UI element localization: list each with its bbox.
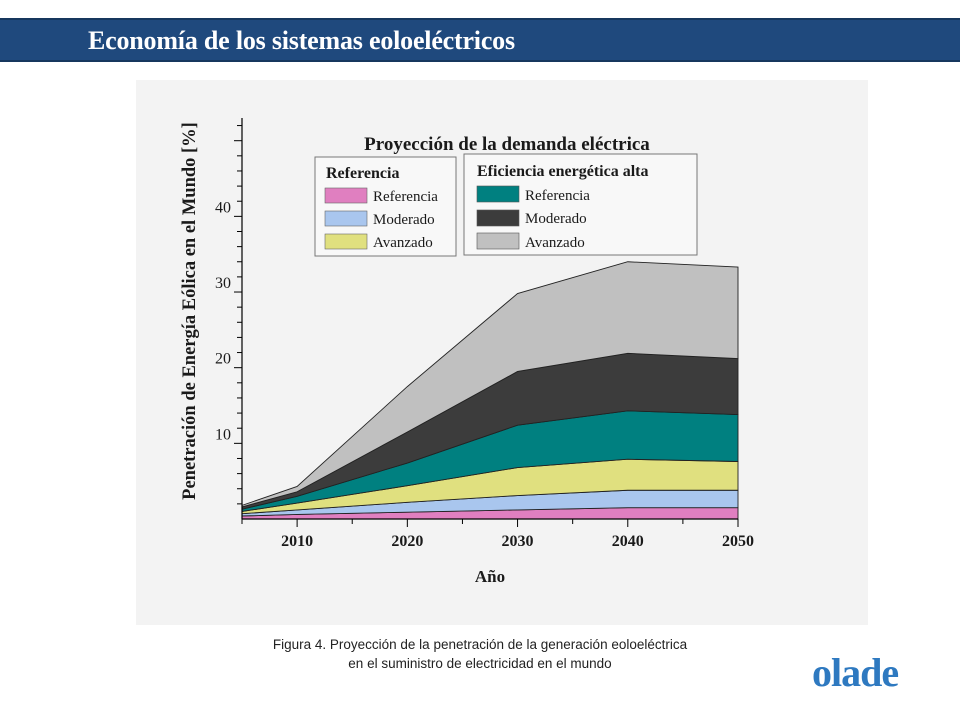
x-tick-label: 2030	[502, 533, 534, 550]
legend-label-ref-referencia: Referencia	[373, 189, 438, 205]
figure-caption-line1: Figura 4. Proyección de la penetración d…	[272, 637, 688, 652]
x-axis-label: Año	[475, 567, 505, 586]
x-tick-label: 2050	[722, 533, 754, 550]
legend-swatch-ef-referencia	[476, 185, 520, 203]
x-ticks: 2010 2020 2030 2040 2050	[241, 519, 754, 550]
y-tick-label: 20	[215, 351, 231, 368]
legend-swatch-ref-moderado	[324, 210, 368, 227]
legend-label-ef-referencia: Referencia	[525, 188, 590, 204]
chart-title: Proyección de la demanda eléctrica	[364, 134, 650, 155]
legend-label-ref-moderado: Moderado	[373, 212, 435, 228]
legend-swatch-ref-referencia	[324, 187, 368, 204]
chart-panel: 10 20 30 40 2010 2020 2030 2040 2050 Proyección…	[136, 80, 868, 625]
x-tick-label: 2020	[391, 533, 423, 550]
legend-box-referencia: Referencia Referencia Moderado Avanzado	[314, 156, 457, 257]
legend-label-ef-moderado: Moderado	[525, 211, 587, 227]
y-tick-label: 40	[215, 199, 231, 216]
area-layers	[241, 261, 739, 520]
x-tick-label: 2040	[612, 533, 644, 550]
legend-title-referencia: Referencia	[326, 165, 399, 182]
y-ticks: 10 20 30 40	[215, 125, 242, 505]
header-bar: Economía de los sistemas eoloeléctricos	[0, 18, 960, 62]
legend-box-eficiencia: Eficiencia energética alta Referencia Mo…	[463, 153, 698, 256]
y-tick-label: 10	[215, 426, 231, 443]
legend-title-eficiencia: Eficiencia energética alta	[477, 163, 649, 180]
legend-label-ref-avanzado: Avanzado	[373, 235, 433, 251]
olade-logo: olade	[812, 652, 899, 692]
logo-text: olade	[812, 652, 898, 692]
area-ef-avanzado	[241, 261, 739, 508]
legend-swatch-ef-moderado	[476, 209, 520, 227]
x-tick-label: 2010	[281, 533, 313, 550]
legend-label-ef-avanzado: Avanzado	[525, 235, 585, 251]
figure-caption-line2: en el suministro de electricidad en el m…	[348, 656, 612, 671]
y-axis-label: Penetración de Energía Eólica en el Mund…	[180, 122, 200, 500]
page-title: Economía de los sistemas eoloeléctricos	[88, 26, 515, 55]
legend-swatch-ref-avanzado	[324, 233, 368, 250]
y-tick-label: 30	[215, 275, 231, 292]
legend-swatch-ef-avanzado	[476, 232, 520, 250]
